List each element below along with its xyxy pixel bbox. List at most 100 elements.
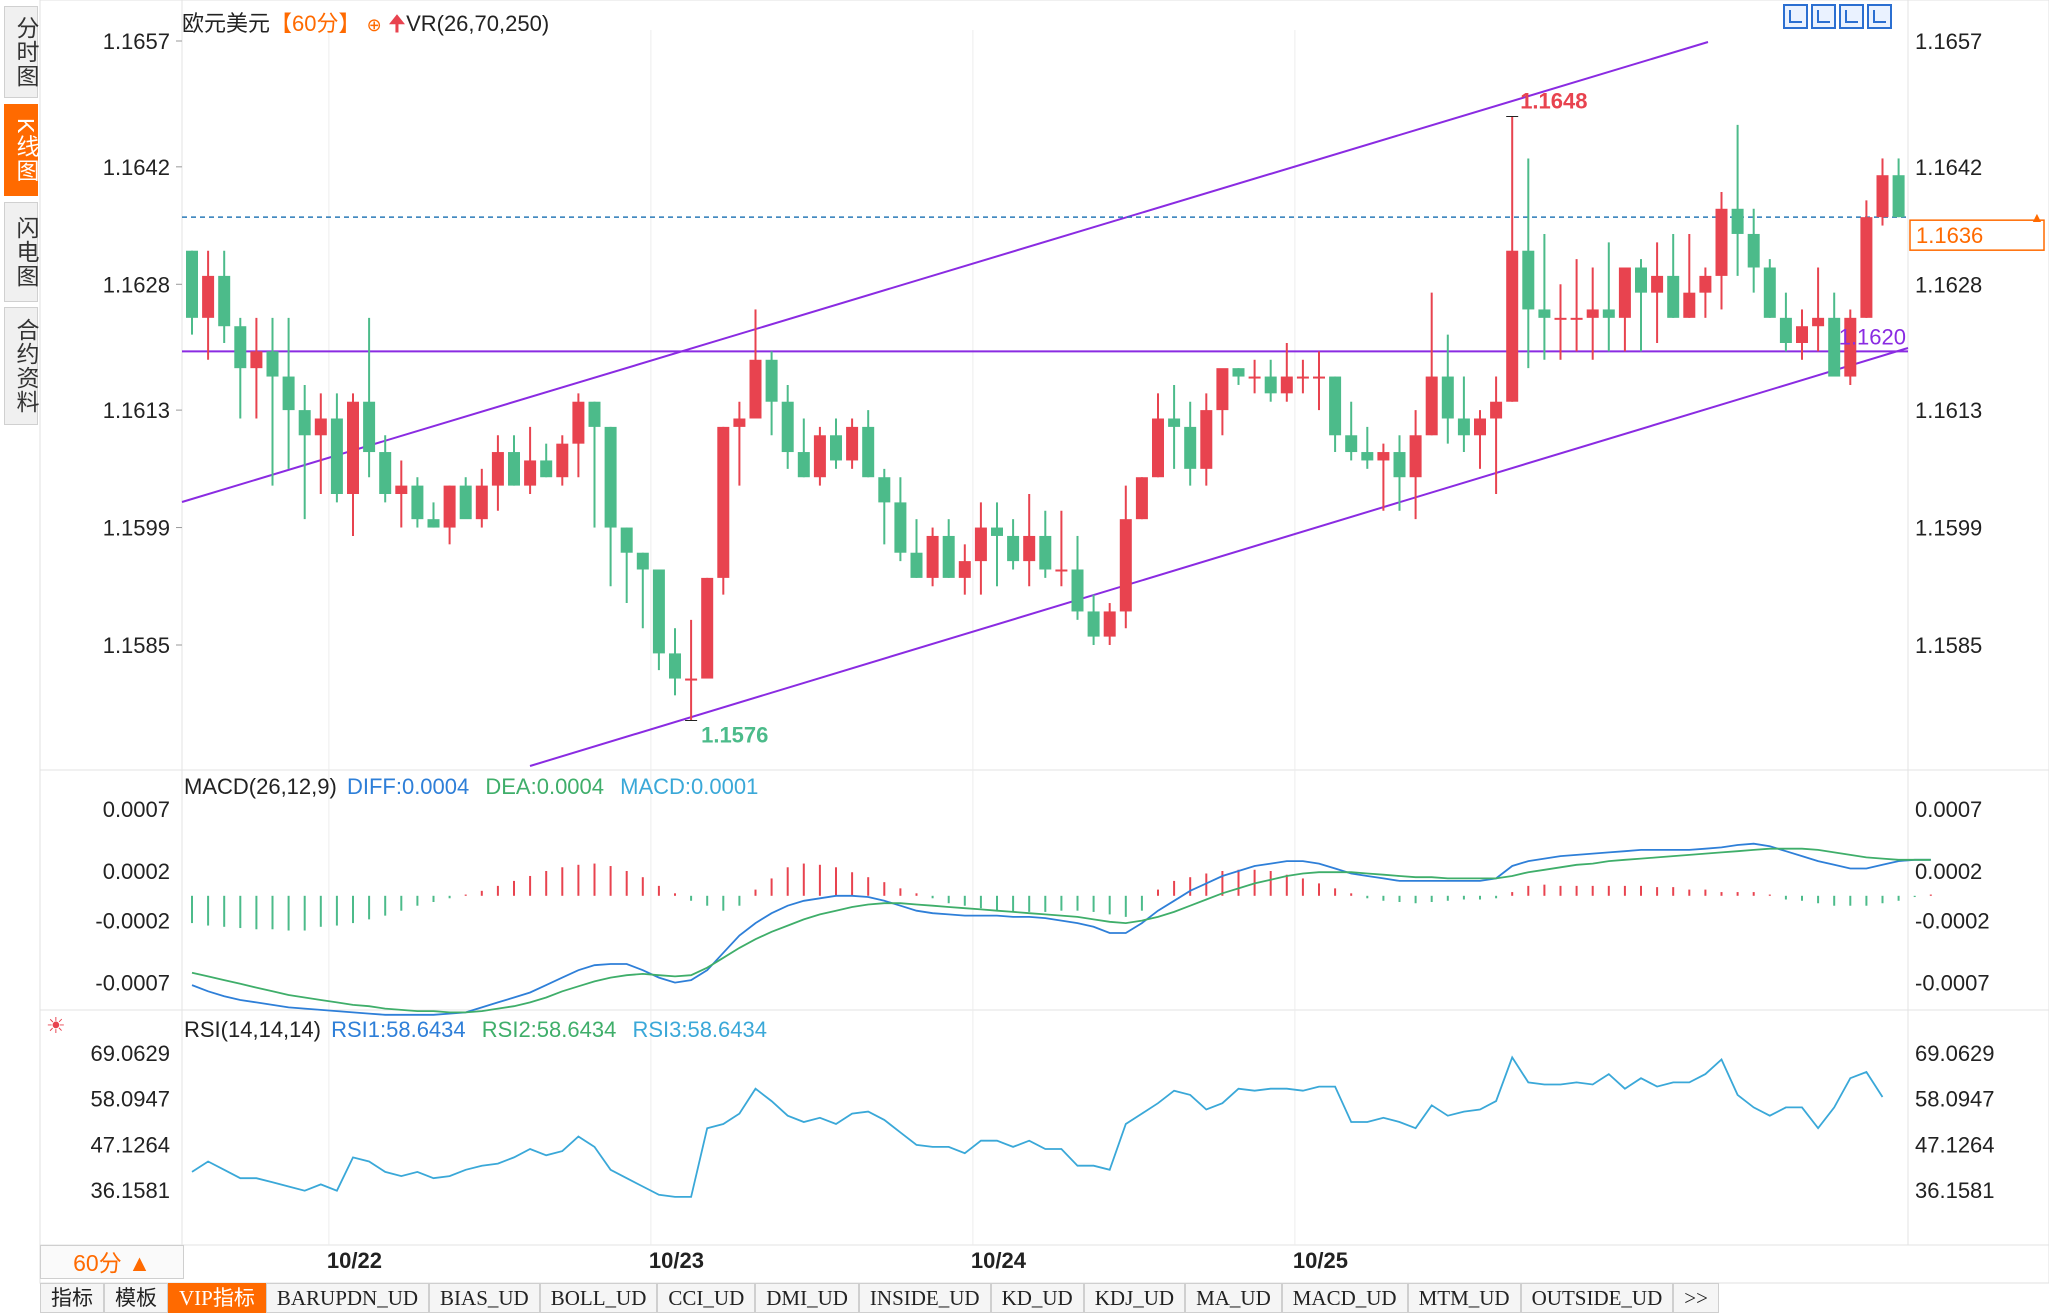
candle-body <box>1232 368 1245 377</box>
price-axis-label-right: 1.1613 <box>1915 398 1982 423</box>
candle-body <box>427 519 440 528</box>
indicator-tab-11[interactable]: MA_UD <box>1185 1283 1282 1313</box>
candle-body <box>508 452 520 486</box>
indicator-tab-1[interactable]: 模板 <box>104 1283 168 1313</box>
candle-body <box>1522 250 1535 310</box>
macd-title: MACD(26,12,9) <box>184 774 337 799</box>
indicator-tabbar: 指标 模板 VIP指标 BARUPDN_UD BIAS_UD BOLL_UD CCI_UD D… <box>40 1283 2049 1313</box>
indicator-tab-7[interactable]: DMI_UD <box>755 1283 859 1313</box>
rsi1-value: RSI1:58.6434 <box>331 1017 466 1042</box>
indicator-tab-6[interactable]: CCI_UD <box>657 1283 756 1313</box>
indicator-label[interactable]: VR(26,70,250) <box>406 11 550 36</box>
rsi-axis-label-right: 58.0947 <box>1915 1087 1995 1112</box>
candle-body <box>491 452 504 486</box>
side-tab-3[interactable]: 合约资料 <box>4 307 39 425</box>
candle-body <box>347 401 359 494</box>
candle-body <box>1393 452 1406 478</box>
indicator-tab-8[interactable]: INSIDE_UD <box>858 1283 991 1313</box>
candle-body <box>846 426 859 461</box>
candle-body <box>556 443 569 478</box>
crosshair-icon[interactable] <box>1783 4 1808 29</box>
price-axis-label-left: 1.1657 <box>103 29 170 54</box>
candle-body <box>218 275 231 327</box>
candle-body <box>1860 217 1873 318</box>
candle-body <box>1844 317 1857 377</box>
period-label[interactable]: 【60分】 <box>270 11 361 36</box>
candle-body <box>475 485 488 520</box>
diff-line <box>191 842 1931 1016</box>
symbol-name: 欧元美元 <box>182 11 271 36</box>
candle-body <box>1635 267 1647 293</box>
macd-diff: DIFF:0.0004 <box>346 774 470 799</box>
price-axis-label-left: 1.1613 <box>103 398 170 423</box>
side-tab-0[interactable]: 分时图 <box>4 6 39 98</box>
rsi3-value: RSI3:58.6434 <box>632 1017 767 1042</box>
candle-body <box>1264 376 1277 394</box>
rsi-axis-label-left: 69.0629 <box>90 1041 170 1066</box>
side-tab-1[interactable]: K线图 <box>4 104 39 196</box>
draw-icon[interactable] <box>1839 4 1864 29</box>
price-axis-label-left: 1.1642 <box>103 155 170 180</box>
date-tick-label: 10/24 <box>971 1248 1027 1273</box>
candle-body <box>1699 275 1712 293</box>
price-axis-label-left: 1.1628 <box>103 272 170 297</box>
fullscreen-icon[interactable] <box>1867 4 1892 29</box>
layout-icon[interactable] <box>1811 4 1836 29</box>
candle-body <box>749 359 762 419</box>
indicator-tab-2[interactable]: VIP指标 <box>168 1283 266 1313</box>
candle-body <box>1667 275 1680 318</box>
indicator-arrow-icon: 🠉 <box>387 11 407 36</box>
candle-body <box>1184 426 1197 469</box>
current-price-label: 1.1636 <box>1916 223 1983 248</box>
candle-body <box>1457 418 1470 436</box>
candle-body <box>1779 317 1792 343</box>
candle-body <box>266 351 279 377</box>
rsi-line <box>191 1055 1884 1198</box>
indicator-tab-12[interactable]: MACD_UD <box>1281 1283 1408 1313</box>
candle-body <box>1103 611 1116 637</box>
period-select[interactable]: 60分 ▲ <box>40 1245 184 1279</box>
channel-upper-line <box>181 41 1709 503</box>
side-tab-2[interactable]: 闪电图 <box>4 202 39 302</box>
candle-body <box>701 577 714 679</box>
macd-panel <box>191 842 1932 1016</box>
candle-body <box>186 250 198 318</box>
indicator-tab-14[interactable]: OUTSIDE_UD <box>1520 1283 1674 1313</box>
candle-body <box>604 426 617 528</box>
candle-body <box>1168 418 1181 427</box>
macd-value: MACD:0.0001 <box>620 774 759 799</box>
candle-body <box>1119 519 1132 612</box>
candle-body <box>1087 611 1100 637</box>
indicator-tab-3[interactable]: BARUPDN_UD <box>265 1283 430 1313</box>
rsi2-value: RSI2:58.6434 <box>481 1017 617 1042</box>
indicator-tab-5[interactable]: BOLL_UD <box>539 1283 658 1313</box>
indicator-tab-0[interactable]: 指标 <box>40 1283 104 1313</box>
candle-body <box>1280 376 1293 394</box>
macd-axis-label-right: -0.0002 <box>1915 909 1990 934</box>
channel-lower-line <box>529 347 1909 767</box>
indicator-tab-10[interactable]: KDJ_UD <box>1083 1283 1186 1313</box>
indicator-tab-15[interactable]: >> <box>1673 1283 1719 1313</box>
channel-lines <box>181 41 1909 767</box>
current-price-box <box>1909 219 2045 251</box>
indicator-tab-9[interactable]: KD_UD <box>990 1283 1084 1313</box>
indicator-tab-13[interactable]: MTM_UD <box>1407 1283 1521 1313</box>
candle-body <box>1763 267 1776 318</box>
candle-body <box>282 376 295 411</box>
candle-body <box>1409 435 1422 478</box>
candle-body <box>1441 376 1454 419</box>
indicator-tab-4[interactable]: BIAS_UD <box>429 1283 540 1313</box>
candle-body <box>443 485 456 528</box>
date-tick-label: 10/23 <box>649 1248 704 1273</box>
chart-header: 欧元美元【60分】 ⊕ 🠉VR(26,70,250) <box>182 6 549 45</box>
dea-line <box>191 847 1931 1014</box>
add-icon[interactable]: ⊕ <box>366 15 382 35</box>
price-axis-label-left: 1.1599 <box>103 516 170 541</box>
price-axis-label-right: 1.1642 <box>1915 155 1982 180</box>
candle-body <box>974 527 987 562</box>
candle-body <box>314 418 327 436</box>
rsi-axis-label-right: 47.1264 <box>1915 1132 1995 1157</box>
candle-body <box>1538 309 1551 318</box>
settings-icon[interactable]: ☀ <box>46 1013 66 1038</box>
